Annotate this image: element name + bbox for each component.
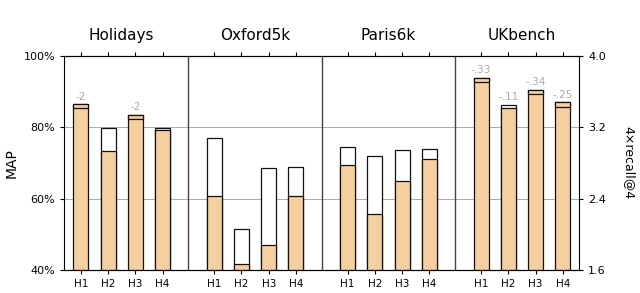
Bar	[155, 130, 170, 270]
Bar	[501, 105, 516, 270]
Bar	[474, 78, 488, 270]
Text: -2: -2	[76, 92, 86, 102]
Bar	[234, 264, 249, 270]
Bar	[74, 104, 88, 108]
Text: Paris6k: Paris6k	[361, 28, 416, 43]
Bar	[340, 166, 355, 270]
Bar	[422, 149, 437, 270]
Text: -.33: -.33	[471, 65, 492, 75]
Bar	[556, 103, 570, 107]
Bar	[340, 147, 355, 270]
Bar	[207, 196, 221, 270]
Bar	[395, 150, 410, 270]
Text: -.34: -.34	[525, 77, 546, 87]
Text: -.25: -.25	[552, 90, 573, 100]
Bar	[234, 229, 249, 270]
Bar	[395, 181, 410, 270]
Bar	[100, 128, 116, 270]
Bar	[367, 156, 383, 270]
Bar	[261, 245, 276, 270]
Bar	[501, 108, 516, 270]
Text: Holidays: Holidays	[89, 28, 154, 43]
Bar	[422, 159, 437, 270]
Bar	[289, 196, 303, 270]
Bar	[128, 115, 143, 119]
Bar	[100, 151, 116, 270]
Y-axis label: 4×recall@4: 4×recall@4	[623, 126, 636, 200]
Bar	[289, 166, 303, 270]
Bar	[261, 168, 276, 270]
Bar	[207, 138, 221, 270]
Text: UKbench: UKbench	[488, 28, 556, 43]
Text: Oxford5k: Oxford5k	[220, 28, 290, 43]
Text: -.11: -.11	[498, 92, 518, 103]
Bar	[528, 90, 543, 94]
Bar	[128, 115, 143, 270]
Bar	[528, 90, 543, 270]
Text: -2: -2	[130, 102, 141, 112]
Bar	[74, 104, 88, 270]
Bar	[474, 78, 488, 82]
Bar	[367, 214, 383, 270]
Bar	[556, 103, 570, 270]
Bar	[155, 128, 170, 270]
Y-axis label: MAP: MAP	[4, 148, 18, 178]
